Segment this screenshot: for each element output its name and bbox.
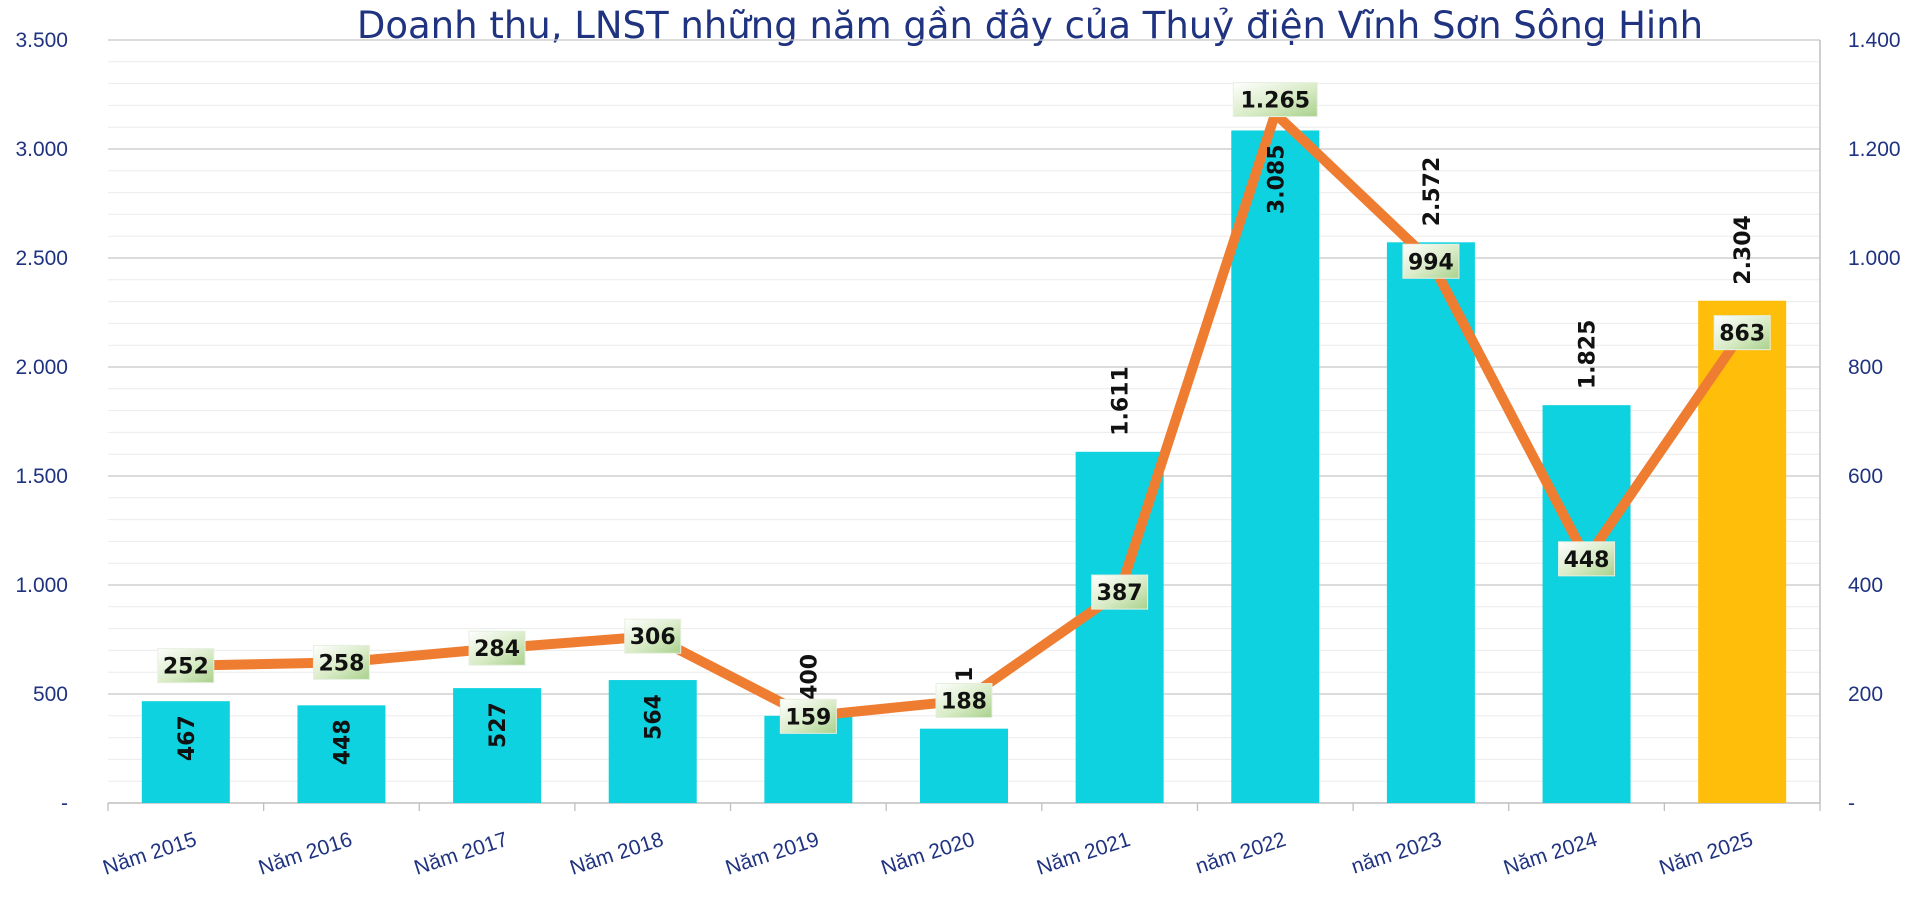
x-tick-label: Năm 2015 — [100, 828, 199, 880]
line-value-label: 448 — [1564, 548, 1610, 573]
line-value-label: 387 — [1097, 581, 1143, 606]
line-series — [180, 108, 1748, 722]
right-y-tick-label: 1.000 — [1848, 247, 1901, 270]
line-value-label: 258 — [318, 651, 364, 676]
bar-value-label: 1.825 — [1576, 320, 1601, 390]
line-value-label: 188 — [941, 690, 987, 715]
bar — [297, 705, 386, 803]
line-value-label: 863 — [1719, 322, 1765, 347]
bar-value-label: 400 — [797, 654, 822, 700]
line-label-box — [624, 618, 682, 654]
bar-value-label: 2.572 — [1420, 157, 1445, 227]
bar-value-label: 527 — [486, 702, 511, 748]
x-tick-label: Năm 2018 — [567, 828, 666, 880]
bar-value-label: 1.611 — [1109, 366, 1134, 436]
x-tick-label: Năm 2024 — [1501, 828, 1601, 880]
line-value-label: 252 — [163, 655, 209, 680]
left-y-tick-label: - — [61, 792, 68, 815]
line-label-box — [1232, 82, 1318, 118]
bar — [1386, 242, 1475, 803]
x-tick-label: Năm 2020 — [878, 828, 977, 880]
left-y-tick-label: 2.000 — [15, 356, 68, 379]
line-label-box — [1091, 574, 1149, 610]
right-y-tick-label: 600 — [1848, 465, 1883, 488]
bar-value-label: 564 — [642, 694, 667, 740]
line-label-box — [468, 630, 526, 666]
left-y-tick-label: 2.500 — [15, 247, 68, 270]
bar-value-label: 467 — [175, 715, 200, 761]
data-labels: 4674485275644003411.6113.0852.5721.8252.… — [157, 82, 1771, 765]
line-value-label: 306 — [630, 625, 676, 650]
x-tick-label: năm 2022 — [1193, 828, 1289, 879]
bar — [141, 701, 230, 803]
right-y-tick-label: 1.400 — [1848, 29, 1901, 52]
line-label-box — [935, 683, 993, 719]
bar — [608, 680, 697, 803]
line-label-box — [312, 644, 370, 680]
x-tick-label: năm 2023 — [1349, 828, 1445, 879]
line-value-label: 994 — [1408, 250, 1454, 275]
x-tick-label: Năm 2021 — [1034, 828, 1133, 880]
bar — [1231, 130, 1320, 804]
x-tick-label: Năm 2016 — [256, 828, 355, 880]
gridlines — [108, 39, 1820, 782]
right-y-tick-label: 1.200 — [1848, 138, 1901, 161]
right-y-tick-label: - — [1848, 792, 1855, 815]
bar-value-label: 3.085 — [1264, 144, 1289, 214]
right-y-tick-label: 200 — [1848, 683, 1883, 706]
bar — [453, 688, 542, 803]
left-y-tick-label: 1.500 — [15, 465, 68, 488]
x-tick-label: Năm 2025 — [1656, 828, 1755, 880]
left-y-tick-label: 3.000 — [15, 138, 68, 161]
left-y-tick-label: 1.000 — [15, 574, 68, 597]
line-label-box — [1713, 315, 1771, 351]
line-label-box — [1558, 541, 1616, 577]
line-label-box — [157, 648, 215, 684]
line-label-box — [779, 698, 837, 734]
bar-value-label: 448 — [330, 719, 355, 765]
bar — [920, 728, 1008, 803]
line-value-label: 159 — [785, 705, 831, 730]
line-label-box — [1402, 243, 1460, 279]
bar — [1542, 405, 1631, 803]
x-tick-label: Năm 2017 — [411, 828, 510, 880]
right-y-tick-label: 400 — [1848, 574, 1883, 597]
bar-value-label: 2.304 — [1731, 215, 1756, 285]
left-y-tick-label: 500 — [33, 683, 68, 706]
line-value-label: 1.265 — [1240, 89, 1310, 114]
right-y-tick-label: 800 — [1848, 356, 1883, 379]
line-path — [180, 108, 1748, 722]
x-tick-label: Năm 2019 — [723, 828, 822, 880]
bar-series — [141, 130, 1787, 804]
line-value-label: 284 — [474, 637, 520, 662]
bar — [1698, 300, 1787, 803]
left-y-tick-label: 3.500 — [15, 29, 68, 52]
